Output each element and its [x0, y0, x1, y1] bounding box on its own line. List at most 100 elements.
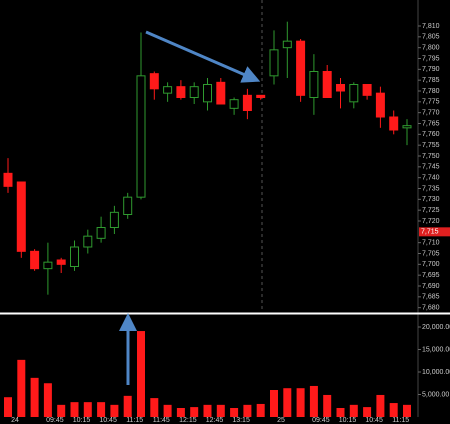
candle-body — [362, 84, 372, 96]
volume-bar — [203, 404, 212, 417]
volume-bar — [349, 404, 358, 417]
volume-bar — [256, 403, 265, 417]
volume-bar — [110, 404, 119, 417]
y-tick-label: 7,795 — [422, 55, 440, 62]
candle-body — [163, 86, 173, 94]
volume-bar — [323, 394, 332, 417]
y-tick-label: 7,745 — [422, 164, 440, 171]
volume-bar — [4, 397, 12, 417]
y-tick-label: 7,735 — [422, 185, 440, 192]
candle-body — [309, 71, 319, 98]
volume-bar — [70, 402, 79, 417]
candle-body — [229, 99, 239, 109]
candle-body — [43, 261, 53, 270]
y-tick-label: 7,680 — [422, 305, 440, 312]
volume-bar — [389, 403, 398, 417]
x-tick-label: 11:15 — [126, 417, 143, 424]
x-tick-label: 11:15 — [392, 417, 409, 424]
y-tick-label: 7,690 — [422, 283, 440, 290]
candle-body — [109, 211, 119, 228]
candle-body — [30, 250, 40, 270]
candle-body — [176, 86, 186, 98]
y-tick-label: 5,000.00 — [422, 391, 449, 398]
y-tick-label: 7,710 — [422, 240, 440, 247]
y-tick-label: 7,785 — [422, 77, 440, 84]
candle-body — [282, 40, 292, 49]
volume-bar — [363, 407, 372, 417]
candle-body — [16, 181, 26, 252]
y-tick-label: 7,800 — [422, 45, 440, 52]
volume-bar — [163, 404, 172, 417]
volume-bar — [270, 390, 278, 417]
y-tick-label: 7,765 — [422, 120, 440, 127]
y-tick-label: 7,705 — [422, 250, 440, 257]
y-tick-label: 7,810 — [422, 23, 440, 30]
x-tick-label: 24 — [11, 417, 19, 424]
candle-body — [149, 73, 159, 90]
candle-body — [216, 81, 226, 105]
y-tick-label: 7,700 — [422, 261, 440, 268]
y-tick-label: 7,760 — [422, 131, 440, 138]
marks: 7,810 7,805 7,800 7,795 7,790 7,785 7,780 7,775… — [3, 21, 450, 424]
volume-bar — [97, 402, 106, 417]
x-tick-label: 10:45 — [365, 417, 383, 424]
candle-body — [3, 172, 13, 187]
volume-bar — [190, 407, 199, 417]
volume-bar — [83, 402, 92, 417]
volume-bar — [376, 394, 385, 417]
volume-bar — [17, 359, 26, 417]
x-tick-label: 25 — [277, 417, 285, 424]
volume-bar — [230, 408, 239, 417]
x-tick-label: 11:45 — [153, 417, 170, 424]
volume-bar — [309, 385, 318, 417]
y-tick-label: 10,000.00 — [422, 369, 450, 376]
y-tick-label: 7,720 — [422, 218, 440, 225]
candle-body — [375, 92, 385, 118]
x-tick-label: 12:45 — [206, 417, 224, 424]
volume-bar — [57, 404, 66, 417]
candle-body — [70, 246, 79, 267]
volume-bar — [176, 408, 185, 417]
candle-body — [269, 49, 279, 77]
candle-body — [349, 84, 359, 103]
y-tick-label: 7,775 — [422, 99, 440, 106]
volume-bar — [150, 398, 159, 417]
candle-body — [322, 71, 332, 98]
volume-bar — [283, 388, 292, 417]
candle-body — [136, 75, 146, 198]
candle-body — [256, 94, 266, 99]
y-tick-label: 7,805 — [422, 34, 440, 41]
y-tick-label: 7,750 — [422, 153, 440, 160]
y-tick-label: 7,730 — [422, 196, 440, 203]
candle-body — [336, 84, 345, 92]
volume-bar — [296, 388, 305, 417]
x-tick-label: 10:45 — [99, 417, 117, 424]
x-tick-label: 13:15 — [232, 417, 250, 424]
volume-bar — [30, 377, 39, 417]
x-tick-label: 09:45 — [46, 417, 64, 424]
candle-body — [402, 125, 412, 129]
y-tick-label: 7,725 — [422, 207, 440, 214]
candle-body — [96, 227, 106, 239]
x-tick-label: 12:15 — [179, 417, 197, 424]
y-tick-label: 15,000.00 — [422, 346, 450, 353]
volume-bar — [243, 404, 252, 417]
y-tick-label: 7,755 — [422, 142, 440, 149]
volume-bar — [336, 408, 345, 417]
x-tick-label: 10:15 — [339, 417, 357, 424]
last-price-box — [419, 227, 450, 237]
candle-body — [56, 259, 66, 265]
candle-body — [83, 235, 93, 248]
y-tick-label: 7,740 — [422, 175, 440, 182]
volume-bar — [403, 404, 411, 417]
y-tick-label: 7,790 — [422, 66, 440, 73]
volume-bar — [216, 404, 225, 417]
annotation-arrow — [145, 30, 261, 83]
y-tick-label: 7,780 — [422, 88, 440, 95]
x-tick-label: 10:15 — [73, 417, 91, 424]
candle-body — [242, 94, 252, 112]
y-tick-label: 7,770 — [422, 110, 440, 117]
candle-body — [203, 84, 212, 103]
